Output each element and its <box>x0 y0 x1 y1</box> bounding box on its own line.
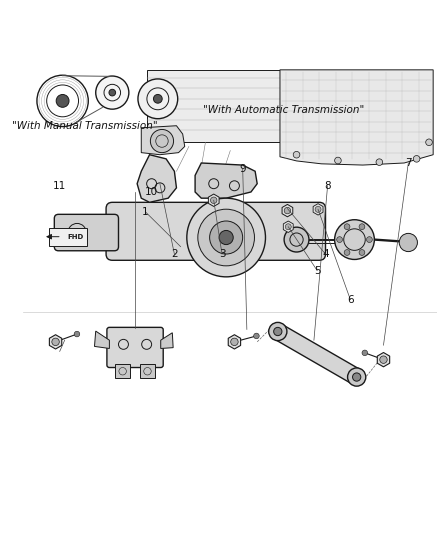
Text: "With Automatic Transmission": "With Automatic Transmission" <box>204 105 365 115</box>
Text: 10: 10 <box>145 187 158 197</box>
Circle shape <box>210 221 243 254</box>
Circle shape <box>359 249 365 255</box>
Polygon shape <box>95 331 110 349</box>
FancyBboxPatch shape <box>106 203 325 260</box>
Circle shape <box>284 227 309 252</box>
Text: 6: 6 <box>347 295 353 305</box>
Polygon shape <box>208 194 219 206</box>
Circle shape <box>376 159 383 165</box>
Text: 8: 8 <box>324 181 331 191</box>
Circle shape <box>52 338 59 345</box>
Circle shape <box>37 75 88 126</box>
Circle shape <box>56 94 69 107</box>
Polygon shape <box>313 204 323 215</box>
Text: 3: 3 <box>219 249 225 259</box>
Circle shape <box>413 156 420 162</box>
Circle shape <box>254 333 259 339</box>
Bar <box>140 364 155 378</box>
Circle shape <box>198 209 254 266</box>
Circle shape <box>187 198 265 277</box>
Circle shape <box>150 130 173 152</box>
Polygon shape <box>377 352 390 367</box>
Circle shape <box>315 206 321 212</box>
Circle shape <box>293 151 300 158</box>
FancyBboxPatch shape <box>49 229 88 246</box>
FancyBboxPatch shape <box>148 70 305 142</box>
Polygon shape <box>137 155 177 203</box>
Text: 5: 5 <box>314 265 321 276</box>
Circle shape <box>335 157 341 164</box>
Polygon shape <box>228 335 240 349</box>
Circle shape <box>337 237 343 243</box>
Circle shape <box>344 249 350 255</box>
Text: 4: 4 <box>322 249 329 259</box>
Circle shape <box>399 233 417 252</box>
Circle shape <box>362 350 367 356</box>
Circle shape <box>211 197 217 204</box>
Circle shape <box>359 224 365 230</box>
Circle shape <box>285 224 291 230</box>
Text: 11: 11 <box>53 181 66 191</box>
Text: 2: 2 <box>171 249 178 259</box>
Circle shape <box>367 237 372 243</box>
Circle shape <box>335 220 374 260</box>
Polygon shape <box>49 335 62 349</box>
Circle shape <box>348 368 366 386</box>
Circle shape <box>268 322 287 341</box>
Text: 1: 1 <box>142 207 149 217</box>
Circle shape <box>74 332 80 337</box>
Polygon shape <box>282 205 293 217</box>
Text: FHD: FHD <box>67 233 84 240</box>
Polygon shape <box>283 221 293 232</box>
Circle shape <box>109 90 116 96</box>
Circle shape <box>344 224 350 230</box>
Circle shape <box>96 76 129 109</box>
Circle shape <box>138 79 178 119</box>
Circle shape <box>380 356 387 364</box>
Polygon shape <box>141 126 185 155</box>
Polygon shape <box>195 163 257 198</box>
Polygon shape <box>280 70 433 165</box>
Polygon shape <box>161 333 173 349</box>
Circle shape <box>153 94 162 103</box>
Circle shape <box>353 373 361 381</box>
Circle shape <box>73 229 81 237</box>
Bar <box>115 364 130 378</box>
Circle shape <box>219 230 233 245</box>
Text: 9: 9 <box>240 164 246 174</box>
Circle shape <box>231 338 238 345</box>
FancyBboxPatch shape <box>54 214 119 251</box>
Circle shape <box>284 207 291 214</box>
Text: 7: 7 <box>405 158 412 168</box>
FancyBboxPatch shape <box>107 327 163 368</box>
Circle shape <box>426 139 432 146</box>
Circle shape <box>274 327 282 336</box>
Text: "With Manual Transmission": "With Manual Transmission" <box>12 121 157 131</box>
Polygon shape <box>274 325 361 384</box>
